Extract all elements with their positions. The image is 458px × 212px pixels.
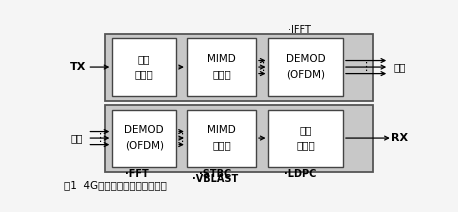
Text: 解码器: 解码器	[212, 140, 231, 150]
Text: DEMOD: DEMOD	[286, 54, 326, 64]
Text: 天线: 天线	[393, 62, 406, 72]
Text: ·LDPC: ·LDPC	[284, 169, 316, 179]
Text: MIMD: MIMD	[207, 54, 236, 64]
Text: 信道: 信道	[138, 54, 151, 64]
Text: 解码器: 解码器	[296, 140, 315, 150]
Text: ⋮: ⋮	[360, 62, 371, 72]
Text: ⋮: ⋮	[94, 133, 105, 143]
Text: RX: RX	[391, 133, 409, 143]
Text: 编码器: 编码器	[212, 69, 231, 79]
Text: MIMD: MIMD	[207, 125, 236, 135]
Bar	[187, 39, 256, 96]
Text: (OFDM): (OFDM)	[125, 140, 164, 150]
Text: ⋮: ⋮	[176, 133, 187, 143]
Text: TX: TX	[71, 62, 87, 72]
Bar	[105, 105, 373, 172]
Text: 信道: 信道	[300, 125, 312, 135]
Bar	[112, 110, 176, 167]
Text: DEMOD: DEMOD	[125, 125, 164, 135]
Text: ⋮: ⋮	[256, 62, 268, 72]
Bar	[105, 34, 373, 100]
Text: ·FFT: ·FFT	[125, 169, 149, 179]
Text: ·IFFT: ·IFFT	[288, 25, 311, 35]
Text: 图1  4G无线终端物理层结构框图: 图1 4G无线终端物理层结构框图	[64, 180, 167, 190]
Text: ·STBC: ·STBC	[199, 169, 231, 179]
Bar	[268, 39, 343, 96]
Text: ·VBLAST: ·VBLAST	[192, 174, 238, 184]
Text: 编码器: 编码器	[135, 69, 153, 79]
Text: (OFDM): (OFDM)	[286, 69, 325, 79]
Bar	[268, 110, 343, 167]
Text: 天线: 天线	[71, 133, 83, 143]
Bar	[112, 39, 176, 96]
Bar	[187, 110, 256, 167]
